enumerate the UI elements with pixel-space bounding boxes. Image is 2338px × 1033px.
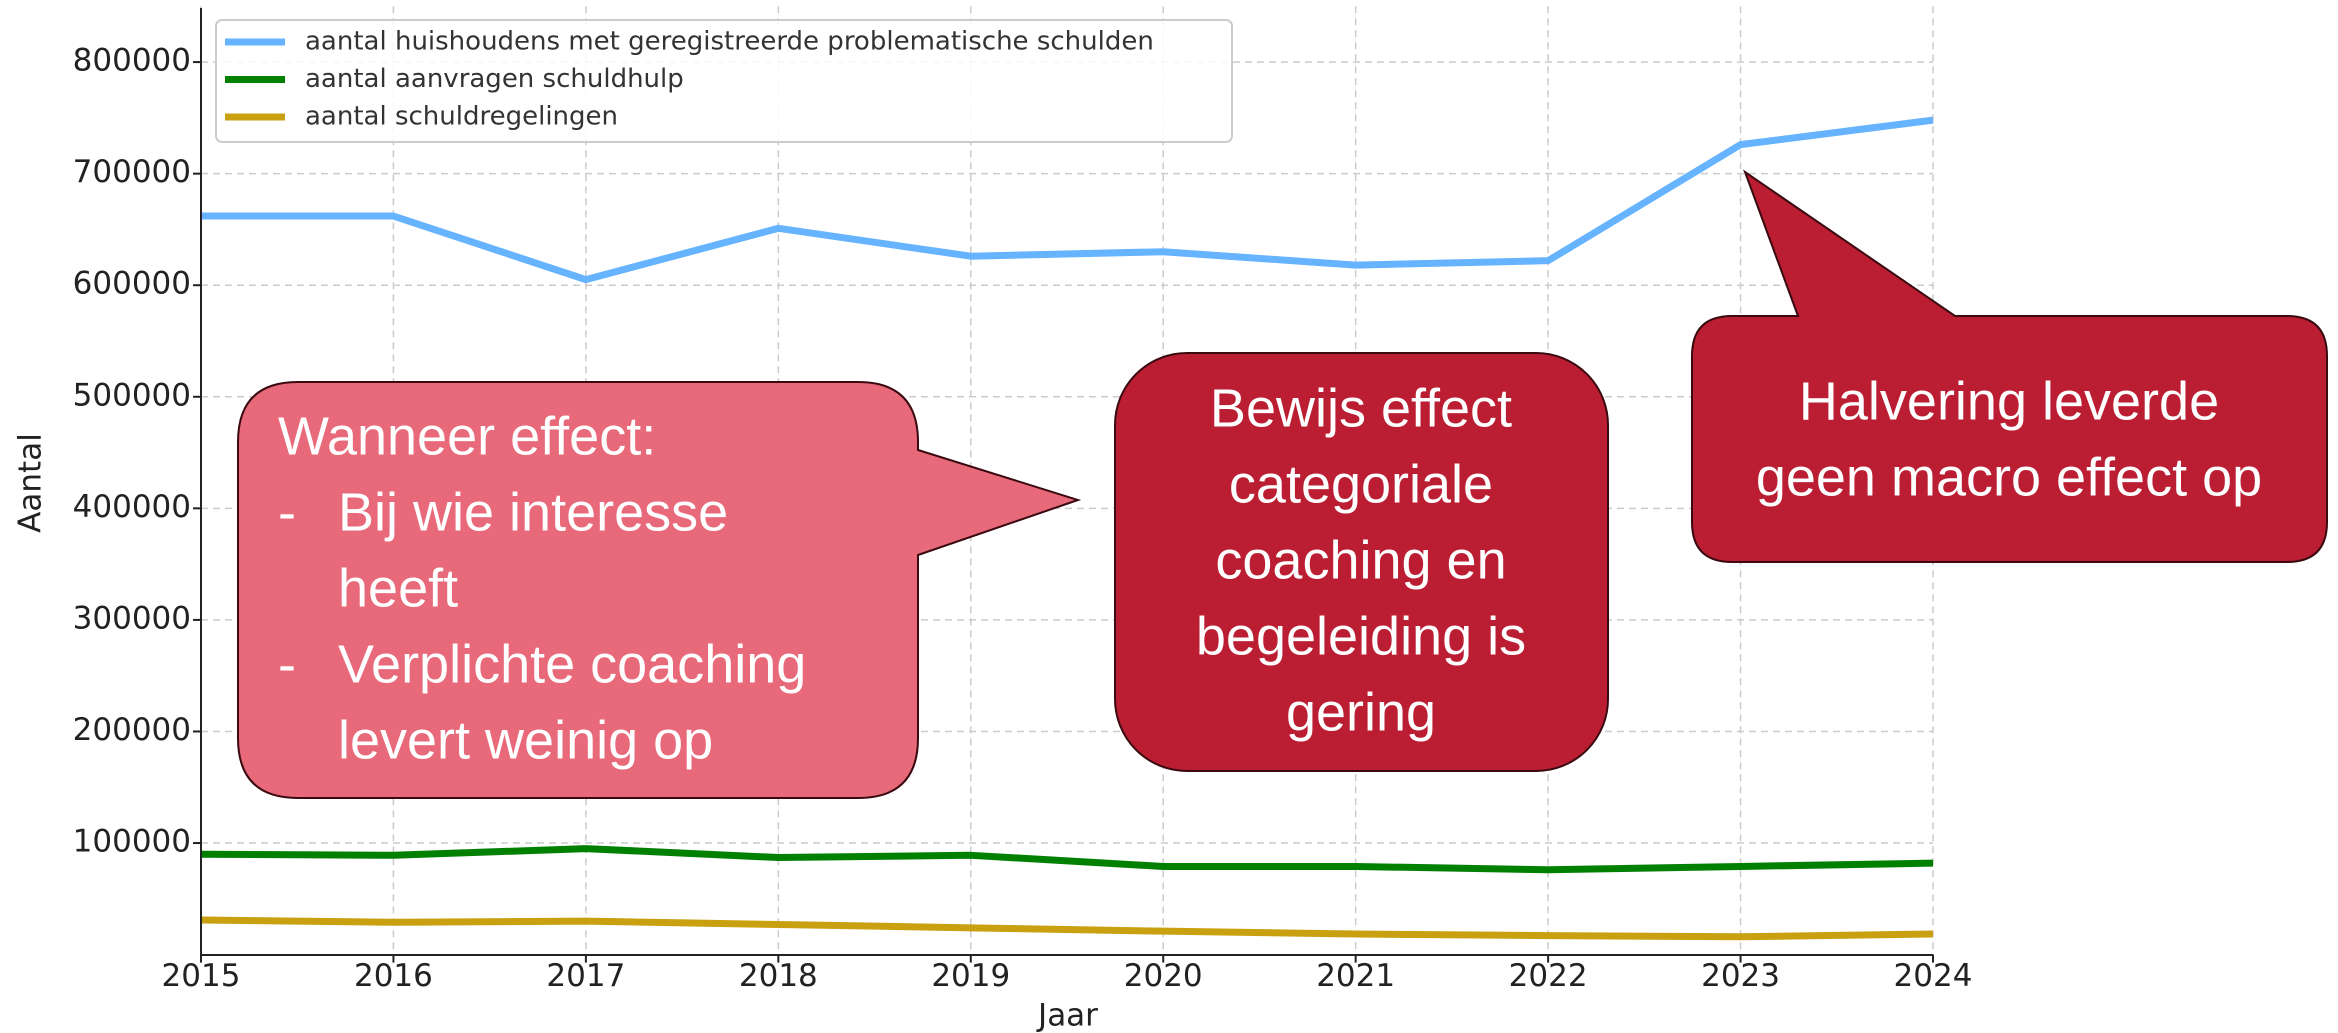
- y-tick-label: 600000: [73, 266, 191, 302]
- annotation-text: Halvering leverde: [1799, 371, 2219, 431]
- y-tick-label: 100000: [73, 824, 191, 860]
- x-tick-label: 2021: [1316, 958, 1395, 994]
- x-tick-label: 2023: [1701, 958, 1780, 994]
- x-tick-label: 2024: [1894, 958, 1973, 994]
- annotation-text: Bewijs effect: [1210, 378, 1512, 438]
- x-tick-label: 2015: [162, 958, 241, 994]
- annotation-text: Verplichte coaching: [338, 634, 806, 694]
- annotation-text: Bij wie interesse: [338, 482, 728, 542]
- annotation-text: heeft: [338, 558, 458, 618]
- annotation: Bewijs effect categoriale coaching en begel…: [1196, 378, 1526, 742]
- annotation: Halvering leverde geen macro effect op: [1756, 371, 2262, 507]
- x-tick-label: 2016: [354, 958, 433, 994]
- legend-label: aantal aanvragen schuldhulp: [305, 64, 684, 94]
- bullet: -: [278, 482, 296, 542]
- x-tick-label: 2017: [546, 958, 625, 994]
- y-tick-label: 200000: [73, 712, 191, 748]
- series-line: [201, 116, 1934, 284]
- legend-label: aantal schuldregelingen: [305, 102, 618, 132]
- annotation-text: categoriale: [1229, 454, 1493, 514]
- callout: [237, 381, 1082, 799]
- y-tick-label: 800000: [73, 43, 191, 79]
- bullet: -: [278, 634, 296, 694]
- series-line: [200, 916, 1934, 941]
- annotation: Wanneer effect: - Bij wie interesse heef…: [278, 406, 806, 770]
- legend: aantal huishoudens met geregistreerde pr…: [215, 19, 1233, 143]
- series-line: [200, 845, 1934, 874]
- annotation-text: coaching en: [1215, 530, 1506, 590]
- annotation-text: levert weinig op: [338, 710, 713, 770]
- annotation-text: gering: [1286, 682, 1436, 742]
- y-tick-label: 500000: [73, 377, 191, 413]
- annotation-text: geen macro effect op: [1756, 447, 2262, 507]
- annotation-text: begeleiding is: [1196, 606, 1526, 666]
- y-tick-label: 400000: [73, 489, 191, 525]
- y-axis-label: Aantal: [13, 433, 49, 533]
- lines: [200, 116, 1934, 941]
- x-tick-label: 2019: [931, 958, 1010, 994]
- annotation-text: Wanneer effect:: [278, 406, 656, 466]
- legend-box: [215, 19, 1233, 143]
- x-tick-label: 2018: [739, 958, 818, 994]
- x-tick-label: 2022: [1509, 958, 1588, 994]
- x-tick-label: 2020: [1124, 958, 1203, 994]
- x-axis-label: Jaar: [1036, 998, 1098, 1033]
- y-tick-label: 700000: [73, 154, 191, 190]
- callout: [1691, 169, 2328, 563]
- legend-label: aantal huishoudens met geregistreerde pr…: [305, 27, 1154, 57]
- callout: [1114, 352, 1609, 772]
- y-tick-label: 300000: [73, 600, 191, 636]
